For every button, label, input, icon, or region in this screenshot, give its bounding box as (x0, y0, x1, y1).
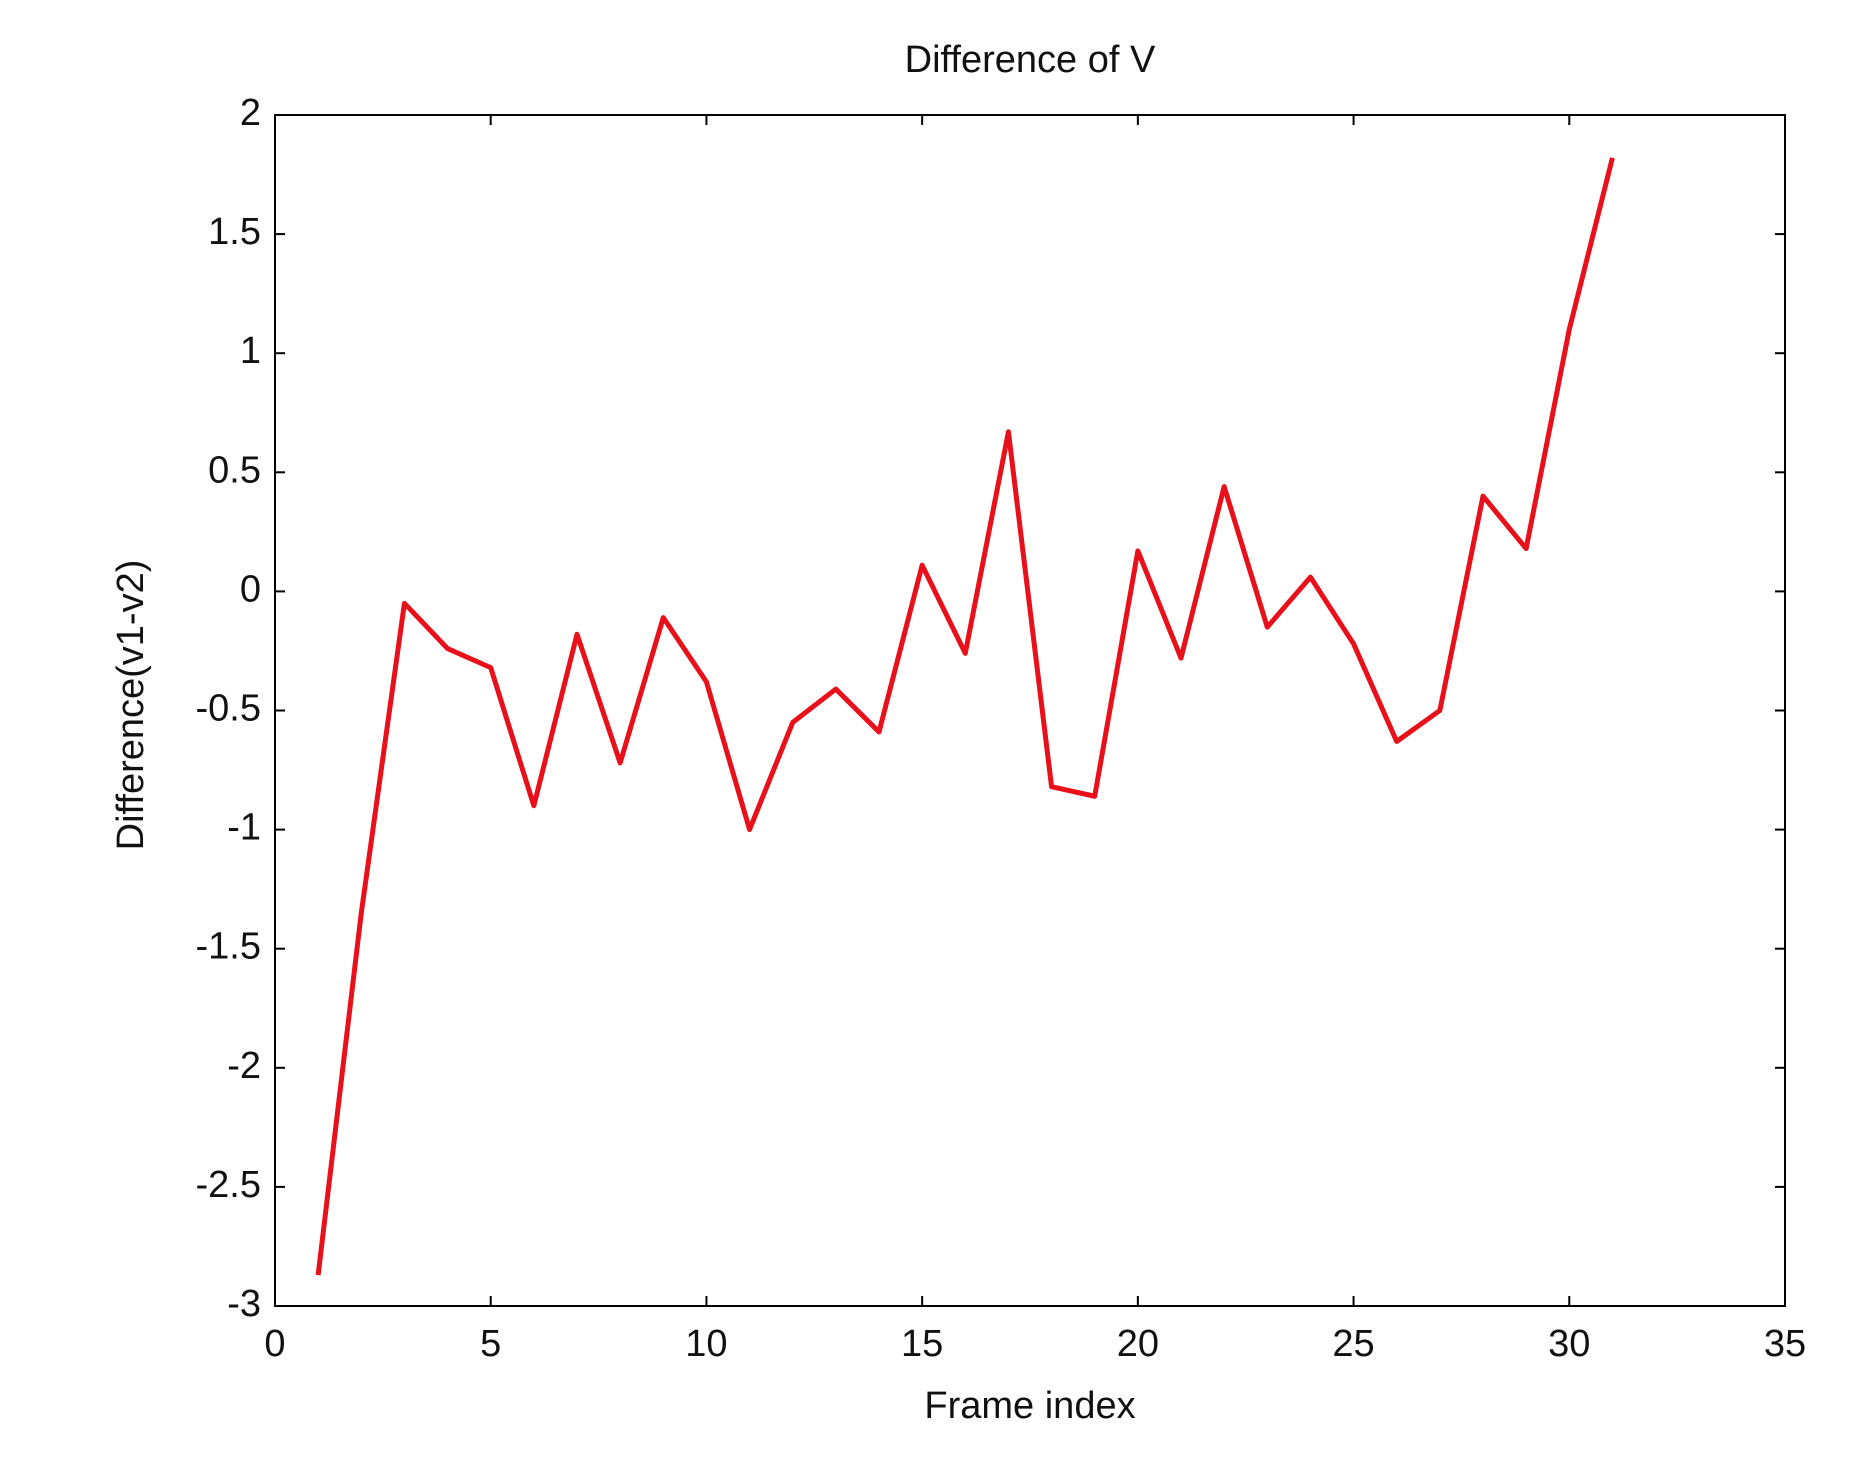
y-tick-label: -1.5 (196, 926, 261, 968)
x-tick-label: 20 (1117, 1323, 1159, 1365)
y-tick-label: -2.5 (196, 1164, 261, 1206)
x-tick-label: 25 (1332, 1323, 1374, 1365)
y-tick-label: 0 (240, 568, 261, 610)
y-tick-label: 2 (240, 92, 261, 134)
x-tick-label: 0 (264, 1323, 285, 1365)
y-tick-label: 0.5 (208, 449, 261, 491)
x-tick-label: 35 (1764, 1323, 1806, 1365)
y-tick-label: -0.5 (196, 688, 261, 730)
x-tick-label: 15 (901, 1323, 943, 1365)
y-tick-label: 1.5 (208, 211, 261, 253)
x-axis-label: Frame index (924, 1385, 1135, 1427)
data-line (315, 157, 1615, 1276)
y-tick-label: -3 (227, 1283, 261, 1325)
y-tick-label: -1 (227, 807, 261, 849)
x-tick-label: 5 (480, 1323, 501, 1365)
y-tick-label: 1 (240, 330, 261, 372)
chart-title: Difference of V (905, 39, 1156, 81)
x-tick-label: 30 (1548, 1323, 1590, 1365)
plot-frame (274, 114, 1786, 1307)
x-tick-label: 10 (685, 1323, 727, 1365)
y-tick-label: -2 (227, 1045, 261, 1087)
y-axis-label: Difference(v1-v2) (110, 560, 152, 851)
